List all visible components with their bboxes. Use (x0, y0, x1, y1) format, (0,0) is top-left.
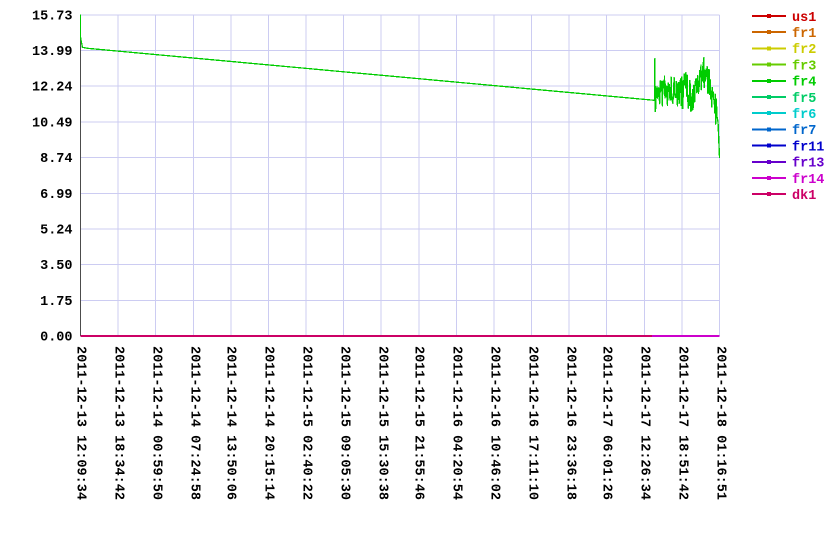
svg-text:15.73: 15.73 (32, 10, 73, 25)
svg-text:1.75: 1.75 (40, 295, 72, 310)
svg-text:fr3: fr3 (792, 59, 816, 74)
svg-text:3.50: 3.50 (40, 259, 72, 274)
svg-text:5.24: 5.24 (40, 224, 72, 239)
svg-text:fr11: fr11 (792, 140, 824, 155)
svg-text:fr5: fr5 (792, 92, 816, 107)
svg-text:fr6: fr6 (792, 108, 816, 123)
svg-text:fr7: fr7 (792, 124, 816, 139)
svg-text:fr2: fr2 (792, 43, 816, 58)
svg-text:fr13: fr13 (792, 157, 824, 172)
svg-text:dk1: dk1 (792, 189, 816, 204)
svg-text:fr1: fr1 (792, 27, 816, 42)
svg-text:12.24: 12.24 (32, 81, 73, 96)
svg-text:6.99: 6.99 (40, 188, 72, 203)
svg-text:fr14: fr14 (792, 173, 824, 188)
svg-text:13.99: 13.99 (32, 45, 73, 60)
svg-text:us1: us1 (792, 11, 816, 26)
svg-text:0.00: 0.00 (40, 331, 72, 346)
svg-text:8.74: 8.74 (40, 152, 72, 167)
svg-text:fr4: fr4 (792, 76, 816, 91)
svg-text:10.49: 10.49 (32, 116, 73, 131)
